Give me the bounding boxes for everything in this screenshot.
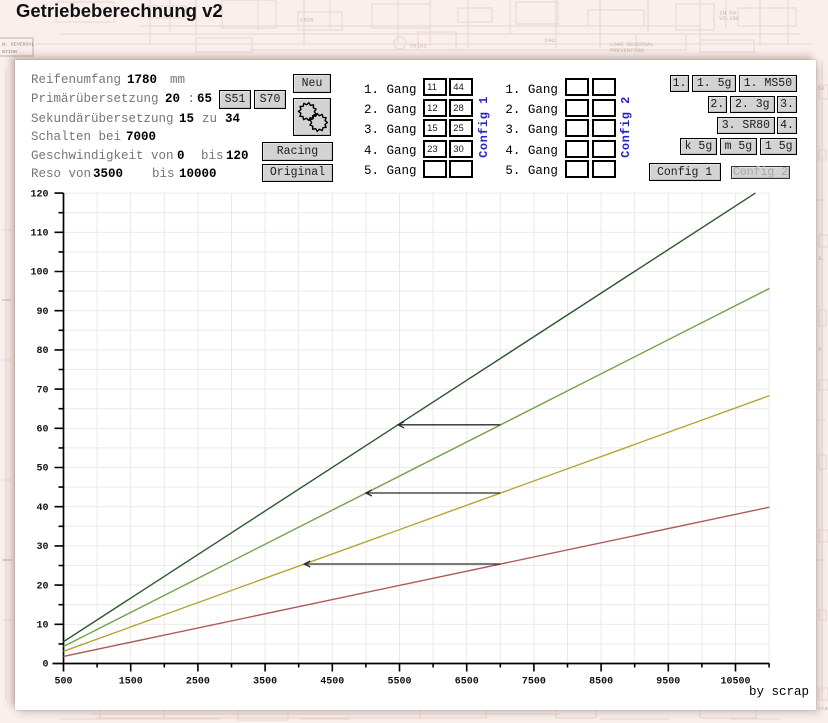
svg-text:W: REVERSAL: W: REVERSAL — [2, 41, 34, 47]
svg-text:PREVENTION: PREVENTION — [610, 47, 643, 54]
svg-text:D42: D42 — [545, 37, 555, 44]
svg-text:tele2: tele2 — [410, 43, 427, 50]
svg-text:NTION: NTION — [2, 49, 17, 55]
svg-text:CN20: CN20 — [300, 17, 313, 24]
svg-text:crap: crap — [818, 705, 828, 712]
svg-text:IN D4: IN D4 — [719, 9, 736, 16]
svg-text:50: 50 — [818, 85, 825, 92]
svg-text:V2.150: V2.150 — [719, 15, 739, 22]
svg-text:4.: 4. — [818, 345, 825, 352]
svg-text:LOAD REVERSAL: LOAD REVERSAL — [610, 41, 654, 48]
svg-text:3.: 3. — [818, 255, 825, 262]
